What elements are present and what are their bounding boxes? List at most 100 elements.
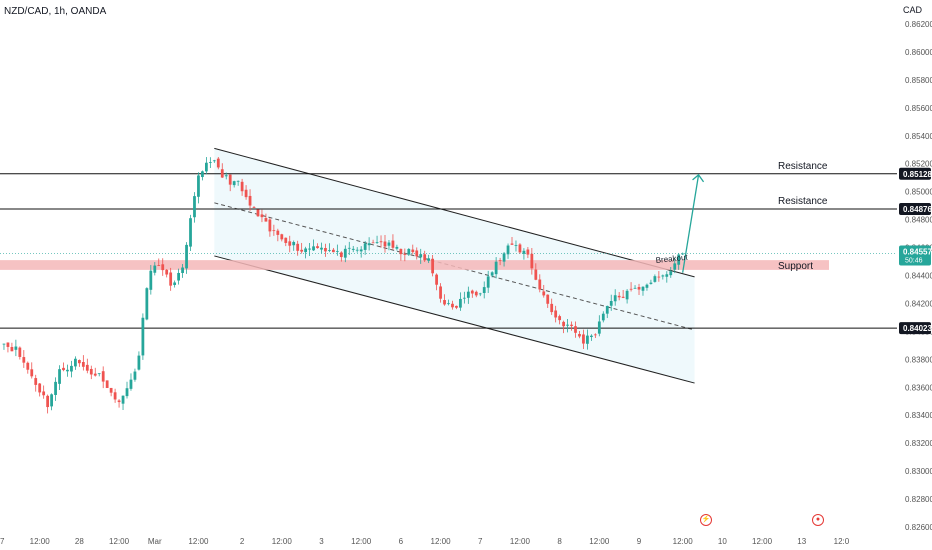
channel-lower-line[interactable] [214, 255, 695, 384]
lightning-event-icon[interactable]: ⚡ [700, 514, 712, 526]
support-zone: Support [0, 260, 829, 272]
candle-body [570, 324, 573, 326]
candle-body [193, 196, 196, 218]
candle-body [601, 313, 605, 321]
price-tick-label: 0.86200 [905, 20, 932, 29]
candle-body [97, 373, 101, 375]
candle-body [447, 303, 450, 305]
candle-body [14, 346, 18, 350]
price-tick-label: 0.83600 [905, 383, 932, 392]
candle-body [268, 219, 272, 232]
candle-body [502, 253, 506, 262]
candle-body [534, 269, 538, 280]
time-tick-label: 12:00 [272, 537, 293, 546]
candle-body [347, 247, 351, 249]
candle-body [673, 263, 677, 270]
candle-body [62, 367, 65, 371]
economic-event-icon[interactable]: ● [812, 514, 824, 526]
time-tick-label: 2 [240, 537, 245, 546]
candle-body [70, 365, 73, 372]
candle-body [526, 249, 530, 255]
candle-body [137, 355, 141, 370]
candle-body [201, 171, 204, 178]
candle-body [514, 245, 518, 246]
candle-body [335, 250, 339, 252]
projection-arrow-line[interactable] [682, 174, 700, 273]
candle-body [81, 361, 85, 367]
candle-body [407, 248, 411, 255]
candle-body [320, 247, 323, 250]
candle-body [10, 346, 14, 352]
candle-body [657, 276, 661, 278]
candle-body [117, 400, 121, 403]
candle-body [375, 242, 379, 243]
price-tick-label: 0.86000 [905, 48, 932, 57]
level-price-tag [899, 167, 931, 180]
candle-body [228, 174, 232, 185]
candle-body [625, 290, 629, 300]
candle-body [89, 368, 93, 375]
candle-body [157, 265, 161, 266]
candle-body [669, 271, 673, 276]
candle-body [451, 303, 454, 308]
candle-body [296, 243, 300, 251]
candle-body [220, 169, 224, 178]
level-price-tag [899, 322, 931, 335]
candle-body [288, 241, 292, 246]
candle-body [387, 242, 391, 246]
candle-body [617, 295, 621, 298]
candle-body [26, 362, 30, 370]
time-tick-label: 7 [478, 537, 483, 546]
candle-body [324, 248, 327, 252]
candle-body [403, 253, 407, 255]
candle-body [613, 295, 617, 302]
candle-body [605, 305, 609, 314]
candle-body [486, 276, 490, 288]
candle-body [459, 298, 462, 308]
candle-body [435, 274, 438, 285]
candle-body [550, 303, 554, 313]
price-tick-label: 0.84400 [905, 271, 932, 280]
candle-body [153, 265, 157, 273]
time-tick-label: 12:00 [510, 537, 531, 546]
breakout-label: Breakout [655, 253, 689, 265]
candle-body [141, 317, 145, 356]
candle-body [205, 162, 208, 172]
level-price-tag-text: 0.84876 [903, 205, 932, 214]
time-tick-label: 12:00 [351, 537, 372, 546]
candle-body [212, 160, 216, 162]
candle-body [328, 250, 331, 251]
channel-upper-line[interactable] [214, 147, 695, 278]
candle-body [74, 358, 77, 367]
candle-body [85, 364, 89, 371]
time-tick-label: 12:00 [673, 537, 694, 546]
candle-body [582, 334, 585, 344]
candle-body [38, 383, 42, 393]
candle-body [312, 246, 315, 251]
candle-body [54, 381, 57, 395]
candle-body [629, 288, 633, 290]
candle-body [332, 249, 335, 253]
candle-body [6, 342, 10, 347]
candle-body [224, 175, 228, 177]
time-axis: 27 12:00 28 12:00 Mar 12:00 2 12:00 3 12:00 6 12:00… [0, 537, 850, 546]
candle-body [18, 347, 22, 357]
candle-body [133, 371, 137, 380]
price-tick-label: 0.83800 [905, 355, 932, 364]
candle-body [272, 230, 276, 232]
time-tick-label: 12:00 [752, 537, 773, 546]
candle-body [586, 335, 589, 344]
candle-body [248, 195, 252, 206]
candle-body [42, 391, 46, 396]
candle-body [121, 395, 125, 404]
candle-body [379, 241, 383, 243]
projection-arrow-head [692, 173, 705, 183]
candle-body [276, 230, 280, 235]
candle-body [300, 249, 304, 252]
candle-body [490, 272, 494, 276]
candle-body [462, 297, 466, 299]
candle-body [423, 254, 427, 261]
candle-body [208, 162, 212, 163]
support-zone-band[interactable] [0, 260, 829, 270]
